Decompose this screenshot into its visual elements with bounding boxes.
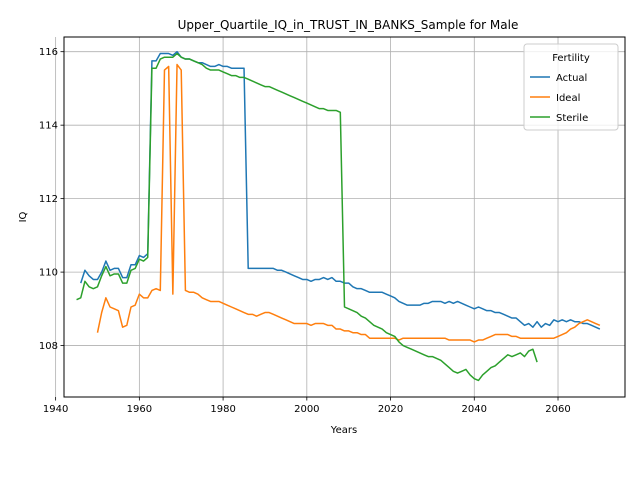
series-line-ideal: [96, 63, 601, 343]
series-lines: [76, 50, 601, 382]
y-tick-label: 110: [39, 268, 58, 279]
x-tick-label: 1960: [127, 404, 152, 415]
chart-title: Upper_Quartile_IQ_in_TRUST_IN_BANKS_Samp…: [178, 18, 519, 32]
y-tick-label: 112: [39, 194, 58, 205]
y-tick-label: 114: [39, 121, 58, 132]
legend-label-actual: Actual: [556, 73, 587, 84]
legend-label-sterile: Sterile: [556, 113, 588, 124]
x-tick-label: 1940: [43, 404, 68, 415]
series-line-actual: [80, 50, 601, 330]
x-tick-label: 2000: [294, 404, 319, 415]
x-tick-label: 2020: [378, 404, 403, 415]
y-axis-label: IQ: [18, 211, 29, 222]
series-line-sterile: [76, 52, 538, 382]
y-tick-label: 116: [39, 47, 58, 58]
legend-title: Fertility: [552, 53, 590, 64]
legend-label-ideal: Ideal: [556, 93, 580, 104]
x-axis-label: Years: [330, 425, 357, 436]
plot-frame: [63, 36, 626, 398]
y-axis: 108 110 112 114 116: [39, 47, 64, 352]
y-tick-label: 108: [39, 341, 58, 352]
x-tick-label: 2040: [462, 404, 487, 415]
x-tick-label: 2060: [545, 404, 570, 415]
x-axis: 1940 1960 1980 2000 2020 2040 2060: [43, 397, 571, 415]
legend: Fertility Actual Ideal Sterile: [523, 43, 619, 131]
legend-box: [523, 43, 619, 131]
x-tick-label: 1980: [210, 404, 235, 415]
